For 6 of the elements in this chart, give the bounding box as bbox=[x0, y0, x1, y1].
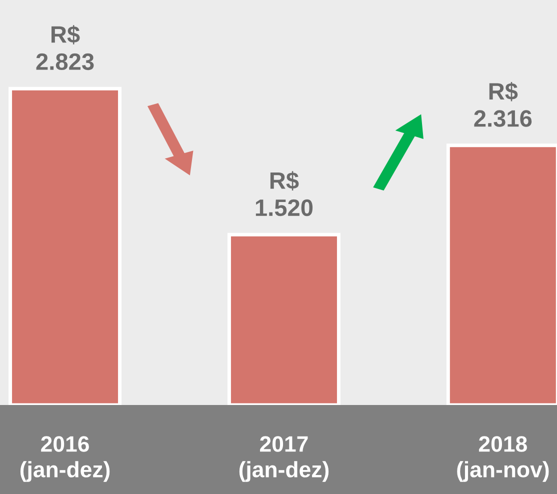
data-label: R$ 2.823 bbox=[36, 25, 94, 70]
data-label: R$ 1.520 bbox=[256, 171, 313, 216]
x-tick-label: 2017 (jan-dez) bbox=[239, 436, 329, 482]
x-tick-label: 2018 (jan-nov) bbox=[457, 436, 549, 482]
data-label: R$ 2.316 bbox=[474, 82, 532, 127]
x-tick-label: 2016 (jan-dez) bbox=[20, 436, 110, 482]
